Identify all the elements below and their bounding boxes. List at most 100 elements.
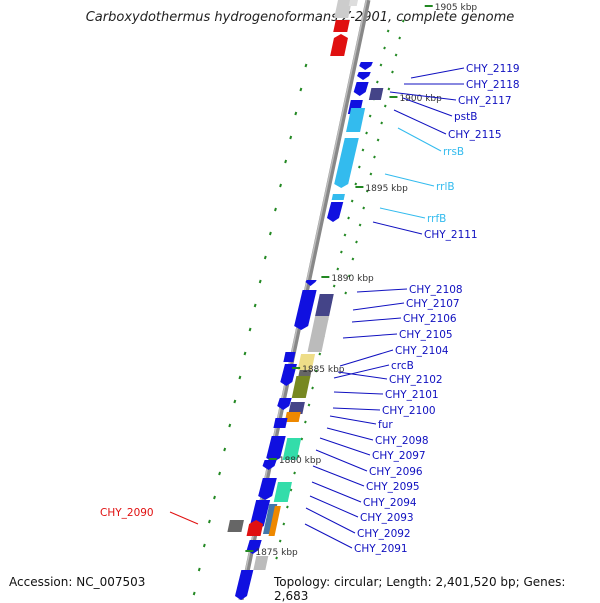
track-dot <box>311 386 314 390</box>
track-dot <box>347 216 350 220</box>
leader-line <box>351 317 402 323</box>
gene-block <box>333 20 350 32</box>
gene-label: CHY_2096 <box>369 466 423 478</box>
leader-line <box>342 333 398 339</box>
track-dot <box>398 36 402 40</box>
track-dot <box>347 274 351 278</box>
track-dot <box>351 257 355 261</box>
gene-label: CHY_2104 <box>395 345 449 357</box>
leader-line <box>356 288 408 293</box>
leader-line <box>333 364 390 379</box>
track-dot <box>293 471 296 475</box>
track-dot <box>387 87 391 91</box>
gene-label: CHY_2118 <box>466 79 520 91</box>
leader-line <box>329 415 377 425</box>
gene-label: rrfB <box>427 213 446 225</box>
leader-line <box>304 523 353 549</box>
gene-arrow <box>330 34 348 56</box>
track-dot <box>268 231 272 236</box>
leader-line <box>372 221 423 235</box>
gene-block <box>268 506 281 536</box>
track-dot <box>373 155 376 159</box>
gene-block <box>334 0 352 18</box>
track-dot <box>376 138 380 142</box>
leader-line <box>326 427 374 441</box>
track-dot <box>368 114 372 118</box>
track-dot <box>296 454 300 458</box>
gene-arrow <box>353 82 369 96</box>
gene-label: CHY_2094 <box>363 497 417 509</box>
leader-line <box>352 302 405 311</box>
leader-line <box>305 507 356 534</box>
gene-block <box>253 556 269 570</box>
track-dot <box>243 351 247 356</box>
track-dot <box>253 303 257 308</box>
gene-arrow <box>277 398 292 410</box>
track-dot <box>238 375 242 380</box>
track-dot <box>213 495 216 500</box>
leader-line <box>337 371 388 380</box>
track-dot <box>386 29 390 33</box>
track-dot <box>358 223 362 227</box>
gene-block <box>315 294 334 316</box>
gene-label: CHY_2101 <box>385 389 439 401</box>
gene-block <box>273 482 292 502</box>
kbp-markers: 1905 kbp 1900 kbp 1895 kbp 1890 kbp 1885 kbp… <box>245 3 477 558</box>
track-dot <box>263 255 267 260</box>
gene-label: CHY_2107 <box>406 298 460 310</box>
topology-text: Topology: circular; Length: 2,401,520 bp… <box>274 575 566 603</box>
leader-line <box>410 67 465 79</box>
gene-label: CHY_2108 <box>409 284 463 296</box>
accession-text: Accession: NC_007503 <box>9 575 146 589</box>
gene-label: rrsB <box>443 146 464 158</box>
track-dot <box>275 556 278 560</box>
track-dot <box>248 327 252 332</box>
gene-arrow <box>262 460 277 470</box>
gene-arrow <box>334 138 359 188</box>
track-dot <box>197 567 201 572</box>
gene-block <box>282 438 302 460</box>
track-dot <box>394 53 398 57</box>
leader-line <box>169 511 199 525</box>
gene-labels: CHY_2119 CHY_2118 CHY_2117 pstB CHY_2115 rrsB… <box>100 63 520 555</box>
track-dot <box>274 207 277 212</box>
gene-label: CHY_2095 <box>366 481 420 493</box>
track-dot <box>362 206 366 210</box>
gene-arrow <box>280 364 297 386</box>
track-dot <box>289 135 293 140</box>
gene-label: crcB <box>391 360 414 372</box>
track-dot <box>339 250 343 254</box>
track-dot <box>336 267 340 271</box>
track-dot <box>278 539 282 543</box>
gene-block <box>273 418 288 428</box>
track-dot <box>379 63 383 67</box>
track-dot <box>380 121 384 125</box>
track-dot <box>303 420 307 424</box>
leader-line <box>379 207 426 219</box>
gene-block <box>227 520 244 532</box>
kbp-marker: 1880 kbp <box>279 456 322 466</box>
track-dot <box>343 233 347 237</box>
track-dot <box>401 19 405 23</box>
track-dot <box>365 131 368 135</box>
gene-arrow <box>305 280 317 286</box>
gene-features <box>227 0 384 600</box>
gene-label: CHY_2100 <box>382 405 436 417</box>
track-dot <box>354 182 358 186</box>
track-dot <box>207 519 211 524</box>
leader-line <box>312 465 365 487</box>
leader-line <box>402 97 453 117</box>
gene-label: CHY_2097 <box>372 450 426 462</box>
gene-label: CHY_2117 <box>458 95 512 107</box>
track-dot <box>300 437 304 441</box>
track-dot <box>192 591 196 596</box>
gene-block <box>348 0 358 6</box>
track-dot <box>332 284 336 288</box>
gene-label: CHY_2092 <box>357 528 411 540</box>
track-dot <box>279 183 283 188</box>
track-dot <box>314 369 318 373</box>
track-dot <box>223 447 227 452</box>
leader-line <box>311 481 362 503</box>
leader-line <box>309 495 359 518</box>
